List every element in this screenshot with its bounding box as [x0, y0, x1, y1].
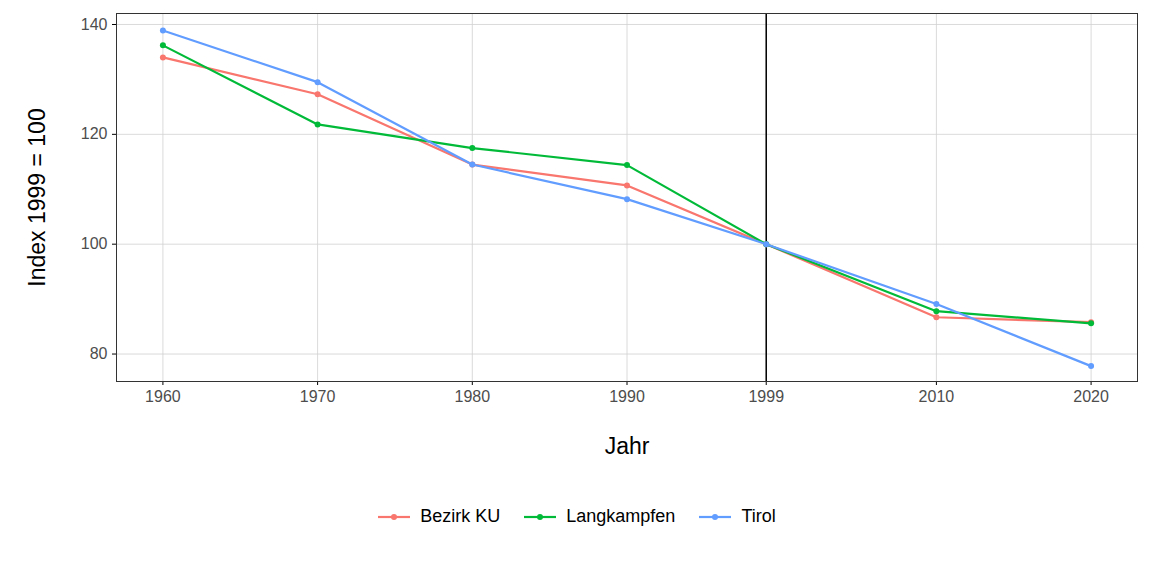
svg-text:2010: 2010: [919, 388, 955, 405]
svg-text:1970: 1970: [300, 388, 336, 405]
svg-text:1980: 1980: [455, 388, 491, 405]
svg-text:2020: 2020: [1073, 388, 1109, 405]
svg-text:140: 140: [81, 16, 108, 33]
html-text:Langkampfen: Langkampfen: [566, 506, 676, 526]
svg-text:120: 120: [81, 125, 108, 142]
svg-text:1999: 1999: [748, 388, 784, 405]
svg-text:1990: 1990: [609, 388, 645, 405]
html-text:Tirol: Tirol: [741, 506, 776, 526]
svg-text:Index 1999 = 100: Index 1999 = 100: [24, 108, 50, 286]
svg-text:1960: 1960: [145, 388, 181, 405]
html-text:Bezirk KU: Bezirk KU: [420, 506, 501, 526]
svg-text:80: 80: [90, 345, 108, 362]
svg-text:100: 100: [81, 235, 108, 252]
svg-text:Jahr: Jahr: [605, 433, 650, 459]
